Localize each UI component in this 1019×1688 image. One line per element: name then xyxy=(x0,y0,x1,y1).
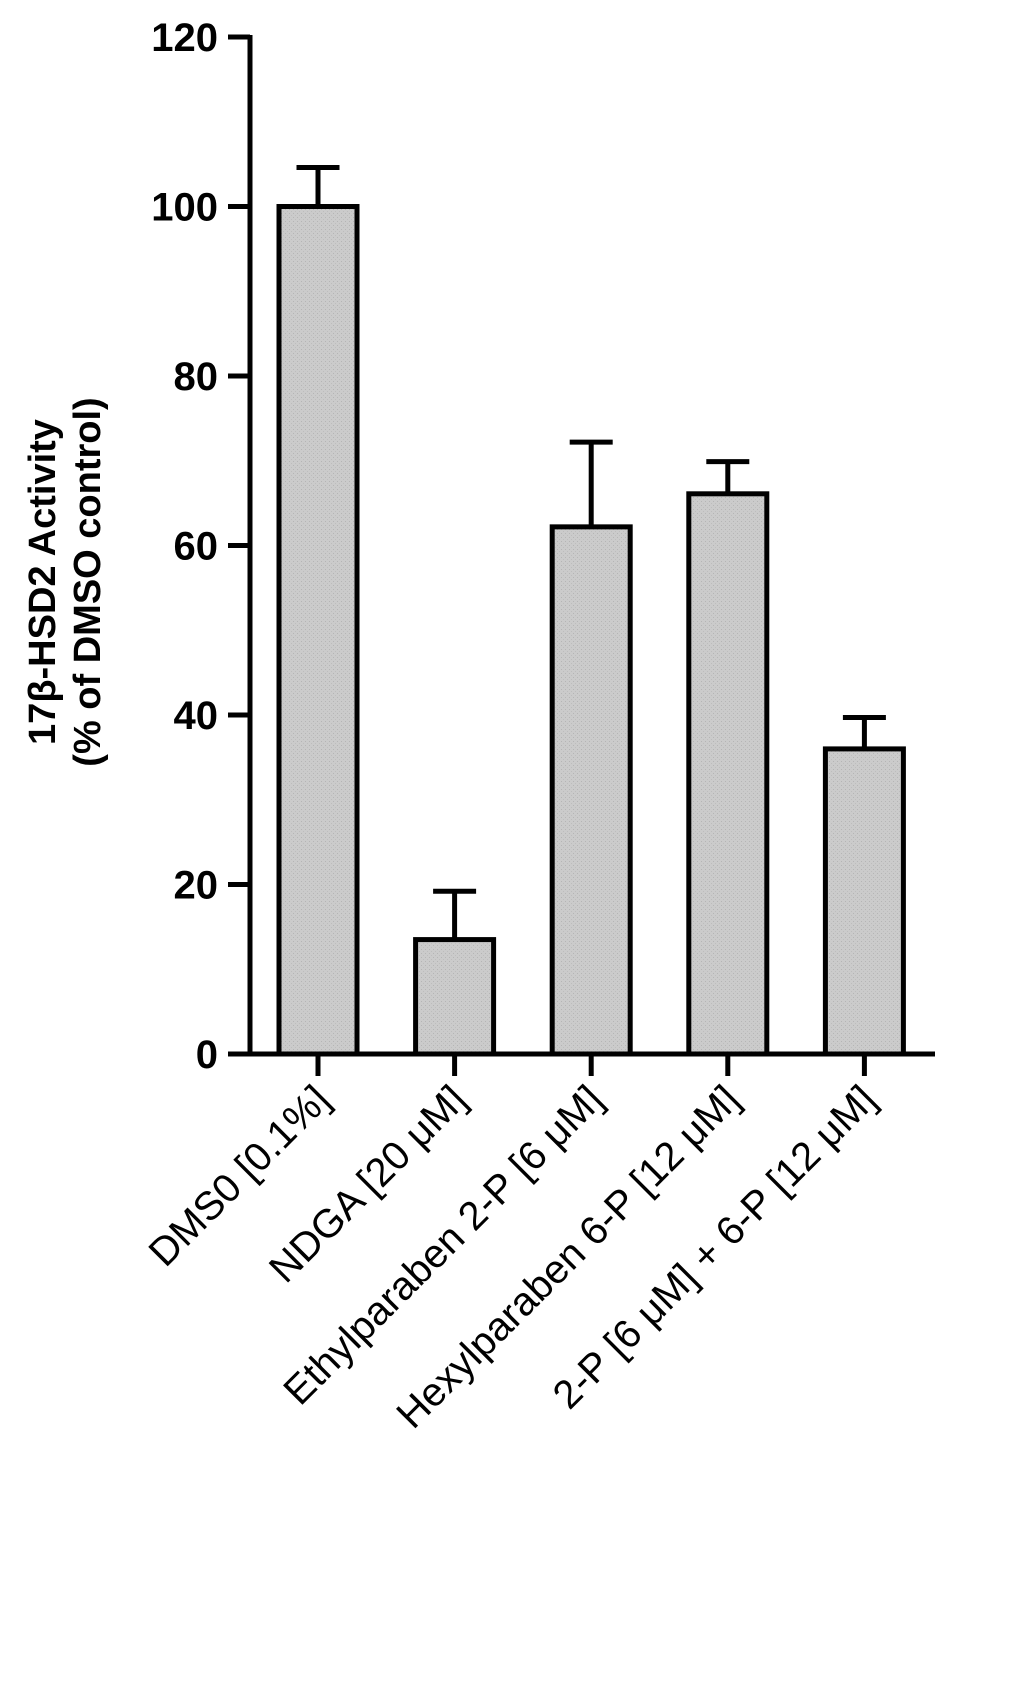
bar-5 xyxy=(822,746,906,1057)
y-axis-label-line-1: 17β-HSD2 Activity xyxy=(22,419,64,745)
bar-2 xyxy=(413,937,497,1057)
bar-3 xyxy=(549,524,633,1057)
y-tick-label-20: 20 xyxy=(174,864,219,908)
error-bar-5 xyxy=(842,715,886,749)
y-tick-label-100: 100 xyxy=(151,186,218,230)
y-axis-label: 17β-HSD2 Activity (% of DMSO control) xyxy=(22,397,109,766)
y-tick-label-40: 40 xyxy=(174,694,219,738)
x-axis-tick-labels: DMS0 [0.1%]NDGA [20 μM]Ethylparaben 2-P … xyxy=(141,1054,885,1437)
error-bars xyxy=(296,165,886,940)
y-tick-label-60: 60 xyxy=(174,525,219,569)
bar-4 xyxy=(686,491,770,1057)
y-axis-ticks: 0 20 40 60 80 100 120 xyxy=(151,16,250,1077)
y-axis-label-line-2: (% of DMSO control) xyxy=(67,397,109,766)
error-bar-2 xyxy=(433,888,477,940)
bar-1 xyxy=(276,204,360,1057)
y-tick-label-120: 120 xyxy=(151,16,218,60)
y-tick-label-0: 0 xyxy=(196,1033,218,1077)
error-bar-4 xyxy=(706,459,750,494)
error-bar-1 xyxy=(296,165,340,207)
y-tick-label-80: 80 xyxy=(174,355,219,399)
error-bar-3 xyxy=(569,439,613,527)
bars xyxy=(276,204,906,1057)
